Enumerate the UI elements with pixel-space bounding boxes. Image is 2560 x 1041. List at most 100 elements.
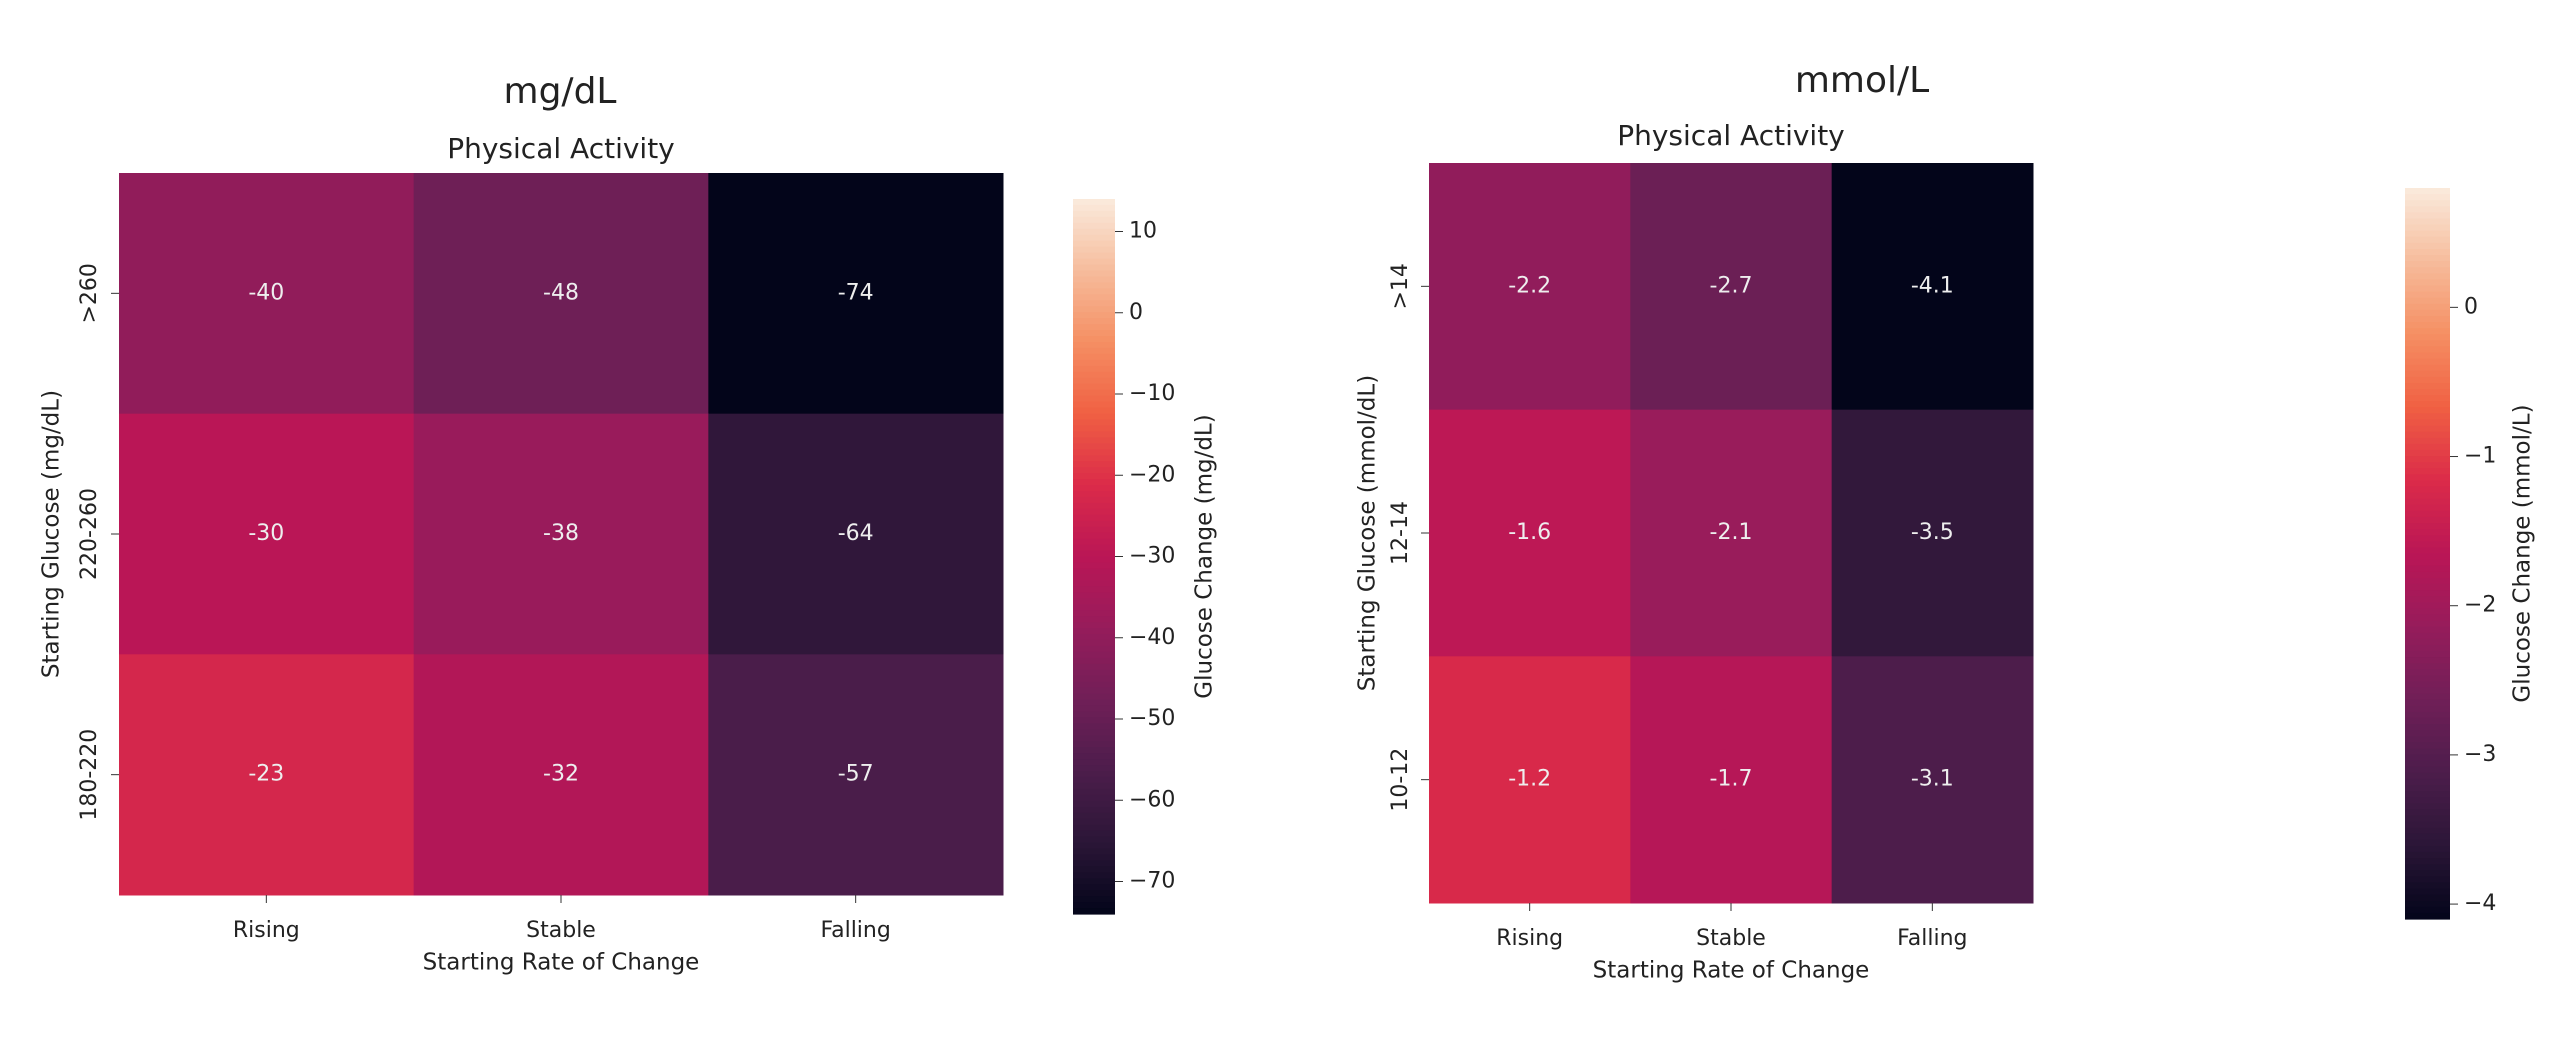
colorbar-band (2405, 340, 2450, 347)
y-axis-label: Starting Glucose (mmol/dL) (1355, 375, 1381, 691)
colorbar-band (2405, 858, 2450, 865)
colorbar-band (1073, 222, 1115, 230)
colorbar-band (2405, 474, 2450, 481)
colorbar-band (2405, 614, 2450, 622)
colorbar-band (2405, 431, 2450, 439)
colorbar-band (1073, 204, 1115, 212)
cell-label: -74 (838, 280, 874, 305)
colorbar-band (1073, 562, 1115, 570)
cell-label: -1.7 (1710, 767, 1753, 792)
colorbar-band (1073, 681, 1115, 689)
colorbar-tick-label: 10 (1129, 219, 1157, 244)
colorbar-band (2405, 705, 2450, 713)
colorbar-band (2405, 279, 2450, 287)
cell-label: -64 (838, 521, 874, 546)
colorbar-band (2405, 230, 2450, 238)
colorbar-band (1073, 568, 1115, 575)
colorbar-tick-label: −2 (2464, 593, 2496, 618)
colorbar-band (2405, 748, 2450, 756)
colorbar-band (2405, 200, 2450, 207)
colorbar-band (2405, 510, 2450, 518)
colorbar-band (2405, 419, 2450, 427)
colorbar-band (2405, 596, 2450, 603)
colorbar-band (1073, 705, 1115, 713)
heatmap-cell (119, 173, 415, 415)
colorbar-band (2405, 334, 2450, 341)
colorbar-band (1073, 544, 1115, 552)
colorbar-band (2405, 608, 2450, 616)
colorbar-band (1073, 342, 1115, 349)
colorbar-band (2405, 663, 2450, 670)
x-tick-label: Falling (820, 918, 890, 943)
colorbar-band (1073, 199, 1115, 206)
colorbar-band (1073, 645, 1115, 653)
heatmap-cell (413, 173, 709, 415)
colorbar-band (2405, 492, 2450, 500)
colorbar-band (2405, 851, 2450, 859)
colorbar-band (1073, 675, 1115, 683)
colorbar-band (1073, 288, 1115, 295)
colorbar-band (2405, 352, 2450, 360)
colorbar-band (1073, 592, 1115, 599)
colorbar-band (1073, 401, 1115, 409)
colorbar-band (2405, 882, 2450, 890)
colorbar-band (2405, 778, 2450, 786)
colorbar-band (2405, 632, 2450, 640)
colorbar-band (2405, 236, 2450, 244)
colorbar-band (1073, 306, 1115, 313)
heatmap-cell (708, 173, 1004, 415)
colorbar-band (1073, 586, 1115, 593)
colorbar-band (1073, 818, 1115, 826)
colorbar-band (2405, 803, 2450, 810)
colorbar-band (2405, 480, 2450, 488)
colorbar-tick-label: −30 (1129, 544, 1175, 569)
colorbar-band (2405, 547, 2450, 555)
heatmap-cell (119, 413, 415, 655)
colorbar-band (1073, 371, 1115, 379)
colorbar-band (2405, 577, 2450, 585)
colorbar-band (2405, 657, 2450, 664)
colorbar-band (2405, 297, 2450, 305)
colorbar-band (2405, 583, 2450, 591)
colorbar-band (1073, 324, 1115, 331)
colorbar-band (2405, 724, 2450, 731)
colorbar-band (2405, 212, 2450, 220)
colorbar-tick-label: −3 (2464, 742, 2496, 767)
colorbar-band (2405, 456, 2450, 463)
cell-label: -3.1 (1911, 767, 1954, 792)
colorbar-band (1073, 574, 1115, 581)
colorbar-tick-label: −40 (1129, 625, 1175, 650)
colorbar-band (2405, 395, 2450, 402)
colorbar-band (2405, 486, 2450, 494)
header: mmol/L (1795, 60, 1929, 101)
colorbar-band (1073, 479, 1115, 486)
colorbar-band (2405, 364, 2450, 372)
colorbar-band (1073, 693, 1115, 701)
colorbar-band (1073, 836, 1115, 844)
colorbar-band (1073, 210, 1115, 218)
colorbar-band (1073, 383, 1115, 391)
colorbar-band (1073, 896, 1115, 903)
colorbar-band (1073, 812, 1115, 820)
colorbar-band (2405, 906, 2450, 914)
colorbar-band (1073, 556, 1115, 564)
colorbar-band (2405, 638, 2450, 646)
colorbar-band (2405, 797, 2450, 804)
heatmap-cell (1630, 163, 1833, 411)
colorbar-band (2405, 267, 2450, 274)
colorbar-band (1073, 628, 1115, 635)
cell-label: -1.6 (1508, 520, 1551, 545)
colorbar-band (1073, 794, 1115, 802)
colorbar-band (2405, 699, 2450, 707)
cell-label: -32 (543, 762, 579, 787)
colorbar-band (1073, 300, 1115, 307)
colorbar-band (2405, 693, 2450, 701)
colorbar-band (1073, 437, 1115, 444)
colorbar-band (2405, 602, 2450, 609)
colorbar-band (1073, 717, 1115, 724)
colorbar-band (1073, 514, 1115, 522)
colorbar-band (2405, 504, 2450, 512)
colorbar-band (2405, 498, 2450, 506)
cell-label: -23 (248, 762, 284, 787)
colorbar-band (2405, 291, 2450, 299)
